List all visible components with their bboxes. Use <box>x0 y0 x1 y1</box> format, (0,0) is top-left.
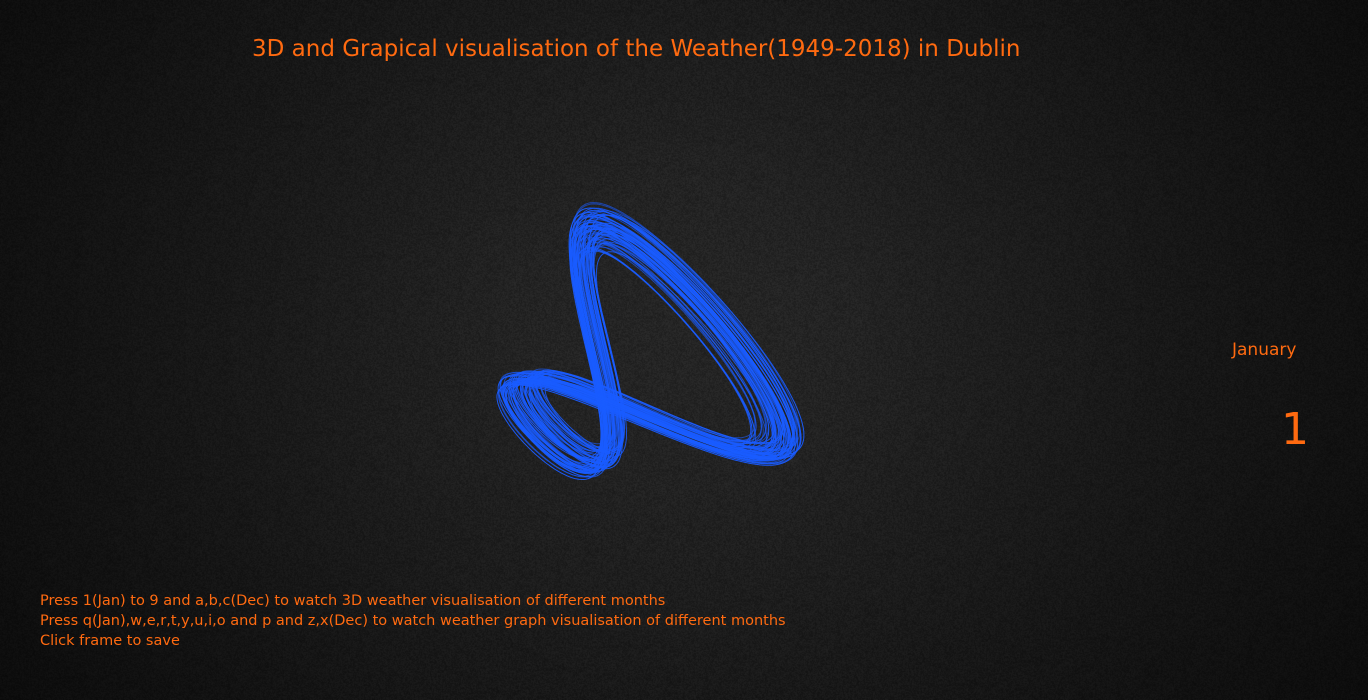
instructions-block: Press 1(Jan) to 9 and a,b,c(Dec) to watc… <box>40 591 786 651</box>
month-number-label: 1 <box>1281 404 1309 455</box>
attractor-loop <box>525 231 789 468</box>
attractor-loop <box>534 242 778 462</box>
attractor-loop <box>529 233 792 470</box>
attractor-loop <box>510 223 791 474</box>
instruction-save: Click frame to save <box>40 633 180 649</box>
attractor-loop <box>510 225 770 458</box>
instruction-graph-keys: Press q(Jan),w,e,r,t,y,u,i,o and p and z… <box>40 613 786 629</box>
page-title: 3D and Grapical visualisation of the Wea… <box>252 36 1021 62</box>
instruction-3d-keys: Press 1(Jan) to 9 and a,b,c(Dec) to watc… <box>40 593 666 609</box>
attractor-loop <box>519 214 805 469</box>
attractor-loop <box>515 227 767 453</box>
attractor-loop <box>525 233 782 464</box>
attractor-loop <box>502 209 798 473</box>
attractor-loop <box>521 222 795 467</box>
attractor-loop <box>544 251 773 458</box>
month-name-label: January <box>1232 340 1297 360</box>
attractor-loop <box>512 214 802 472</box>
